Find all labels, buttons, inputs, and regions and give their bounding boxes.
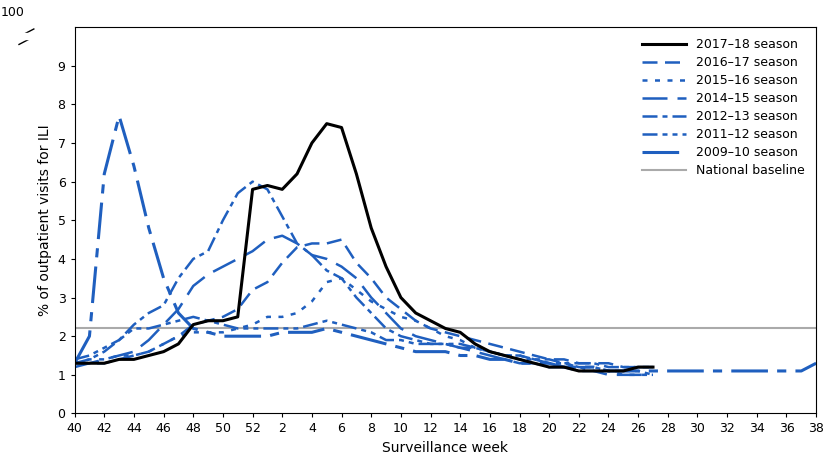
Text: 100: 100 bbox=[0, 6, 24, 19]
Bar bbox=[15, 33, 45, 39]
Legend: 2017–18 season, 2016–17 season, 2015–16 season, 2014–15 season, 2012–13 season, : 2017–18 season, 2016–17 season, 2015–16 … bbox=[637, 33, 810, 182]
X-axis label: Surveillance week: Surveillance week bbox=[382, 441, 509, 455]
Y-axis label: % of outpatient visits for ILI: % of outpatient visits for ILI bbox=[38, 124, 52, 316]
